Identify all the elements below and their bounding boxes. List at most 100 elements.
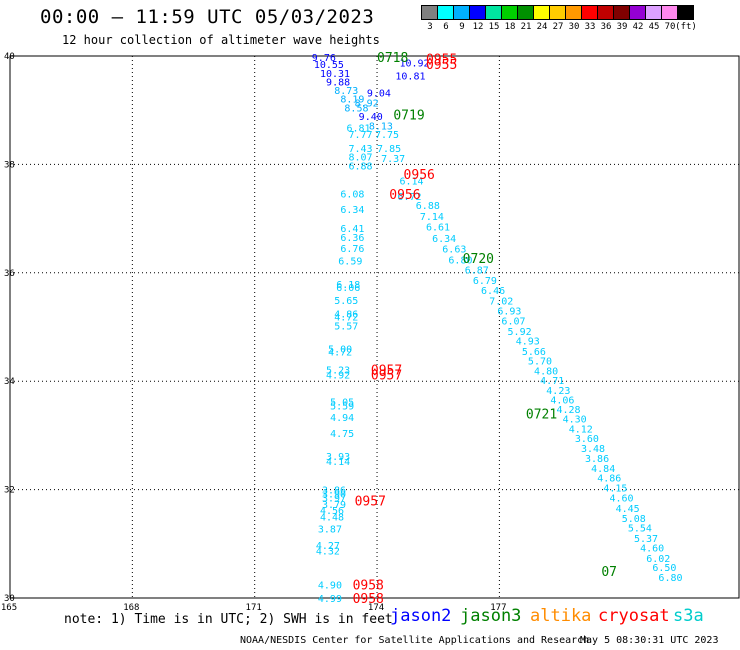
swh-value: 6.02	[646, 554, 670, 565]
swh-value: 6.36	[340, 233, 364, 244]
swh-value: 3.97	[322, 494, 346, 505]
pass-time-label: 0957	[355, 494, 386, 509]
generated-timestamp: May 5 08:30:31 UTC 2023	[580, 635, 719, 646]
pass-time-label: 0721	[526, 408, 557, 423]
pass-time-label: 0718	[377, 51, 408, 66]
swh-value: 4.32	[316, 546, 340, 557]
swh-value: 10.31	[320, 69, 350, 80]
lat-tick-label: 32	[4, 486, 15, 496]
swh-value: 5.05	[330, 397, 354, 408]
swh-value: 4.28	[556, 405, 580, 416]
swh-value: 4.06	[550, 396, 574, 407]
swh-value: 4.84	[591, 464, 615, 475]
swh-value: 4.30	[563, 415, 587, 426]
scale-label: 18	[504, 22, 516, 32]
lat-tick-label: 36	[4, 269, 15, 279]
scale-swatch	[677, 5, 694, 20]
scale-label: 21	[520, 22, 532, 32]
swh-value: 6.34	[432, 234, 456, 245]
swh-value: 3.86	[322, 486, 346, 497]
swh-value: 4.12	[569, 424, 593, 435]
swh-value: 7.85	[377, 144, 401, 155]
swh-value: 8.58	[344, 103, 368, 114]
swh-value: 6.50	[652, 563, 676, 574]
swh-value: 4.71	[540, 376, 564, 387]
swh-value: 7.43	[348, 144, 372, 155]
swh-value: 5.23	[326, 365, 350, 376]
pass-time-label: 0957	[371, 369, 402, 384]
swh-value: 4.27	[316, 541, 340, 552]
swh-value: 6.76	[340, 244, 364, 255]
swh-value: 4.60	[609, 494, 633, 505]
swh-value: 4.15	[603, 483, 627, 494]
scale-label: 42	[632, 22, 644, 32]
swh-value: 6.61	[426, 223, 450, 234]
swh-value: 9.88	[326, 77, 350, 88]
swh-value: 6.88	[416, 201, 440, 212]
swh-value: 5.00	[328, 345, 352, 356]
swh-value: 5.57	[334, 321, 358, 332]
swh-value: 4.93	[516, 337, 540, 348]
swh-value: 6.46	[481, 286, 505, 297]
lat-tick-label: 34	[4, 377, 15, 387]
swh-value: 8.07	[348, 152, 372, 163]
scale-label: 39	[616, 22, 628, 32]
swh-value: 6.87	[465, 266, 489, 277]
swh-value: 6.81	[346, 124, 370, 135]
scale-label: (ft)	[675, 22, 697, 32]
swh-value: 6.08	[340, 190, 364, 201]
legend-item-s3a: s3a	[673, 606, 704, 626]
pass-time-label: 0956	[404, 168, 435, 183]
swh-value: 10.55	[314, 60, 344, 71]
scale-label: 6	[443, 22, 449, 32]
swh-value: 4.86	[334, 309, 358, 320]
swh-value: 4.92	[326, 371, 350, 382]
swh-value: 4.72	[328, 347, 352, 358]
pass-time-label: 0955	[426, 53, 457, 68]
swh-value: 9.04	[367, 88, 391, 99]
scale-label: 24	[536, 22, 548, 32]
lon-tick-label: 165	[1, 603, 17, 613]
swh-value: 4.80	[534, 366, 558, 377]
credit-text: NOAA/NESDIS Center for Satellite Applica…	[240, 635, 590, 646]
scale-label: 36	[600, 22, 612, 32]
lat-tick-label: 38	[4, 160, 15, 170]
pass-time-label: 0720	[463, 252, 494, 267]
legend-item-cryosat: cryosat	[598, 606, 670, 626]
page-title: 00:00 – 11:59 UTC 05/03/2023	[40, 6, 375, 28]
swh-value: 6.14	[399, 177, 423, 188]
swh-value: 6.07	[501, 316, 525, 327]
swh-value: 4.56	[320, 506, 344, 517]
swh-value: 4.14	[326, 457, 350, 468]
swh-value: 7.37	[381, 154, 405, 165]
swh-value: 6.41	[340, 224, 364, 235]
swh-value: 8.19	[340, 94, 364, 105]
legend-item-altika: altika	[530, 606, 592, 626]
footnote: note: 1) Time is in UTC; 2) SWH is in fe…	[64, 612, 393, 627]
swh-value: 5.65	[334, 296, 358, 307]
swh-value: 3.86	[585, 454, 609, 465]
pass-time-label: 0956	[389, 188, 420, 203]
swh-value: 3.87	[318, 525, 342, 536]
pass-time-label: 0958	[353, 578, 384, 593]
swh-value: 5.66	[522, 347, 546, 358]
lon-tick-label: 174	[368, 603, 384, 613]
swh-value: 5.70	[528, 357, 552, 368]
swh-value: 4.86	[597, 474, 621, 485]
pass-time-label: 07	[601, 565, 617, 580]
color-scale-legend: 3 6 9 12 15 18 21 24 27 30 33 36 39 42 45 70 (ft)	[421, 5, 697, 34]
swh-value: 8.73	[334, 86, 358, 97]
pass-time-label: 0958	[353, 592, 384, 607]
scale-label: 12	[472, 22, 484, 32]
lon-tick-label: 177	[490, 603, 506, 613]
scale-label: 33	[584, 22, 596, 32]
swh-value: 4.94	[330, 413, 354, 424]
scale-label: 3	[427, 22, 433, 32]
scale-label: 9	[459, 22, 465, 32]
swh-value: 9.40	[359, 112, 383, 123]
swh-value: 6.72	[397, 192, 421, 203]
lat-tick-label: 40	[4, 52, 15, 62]
swh-value: 5.37	[634, 534, 658, 545]
pass-time-label: 0719	[393, 109, 424, 124]
